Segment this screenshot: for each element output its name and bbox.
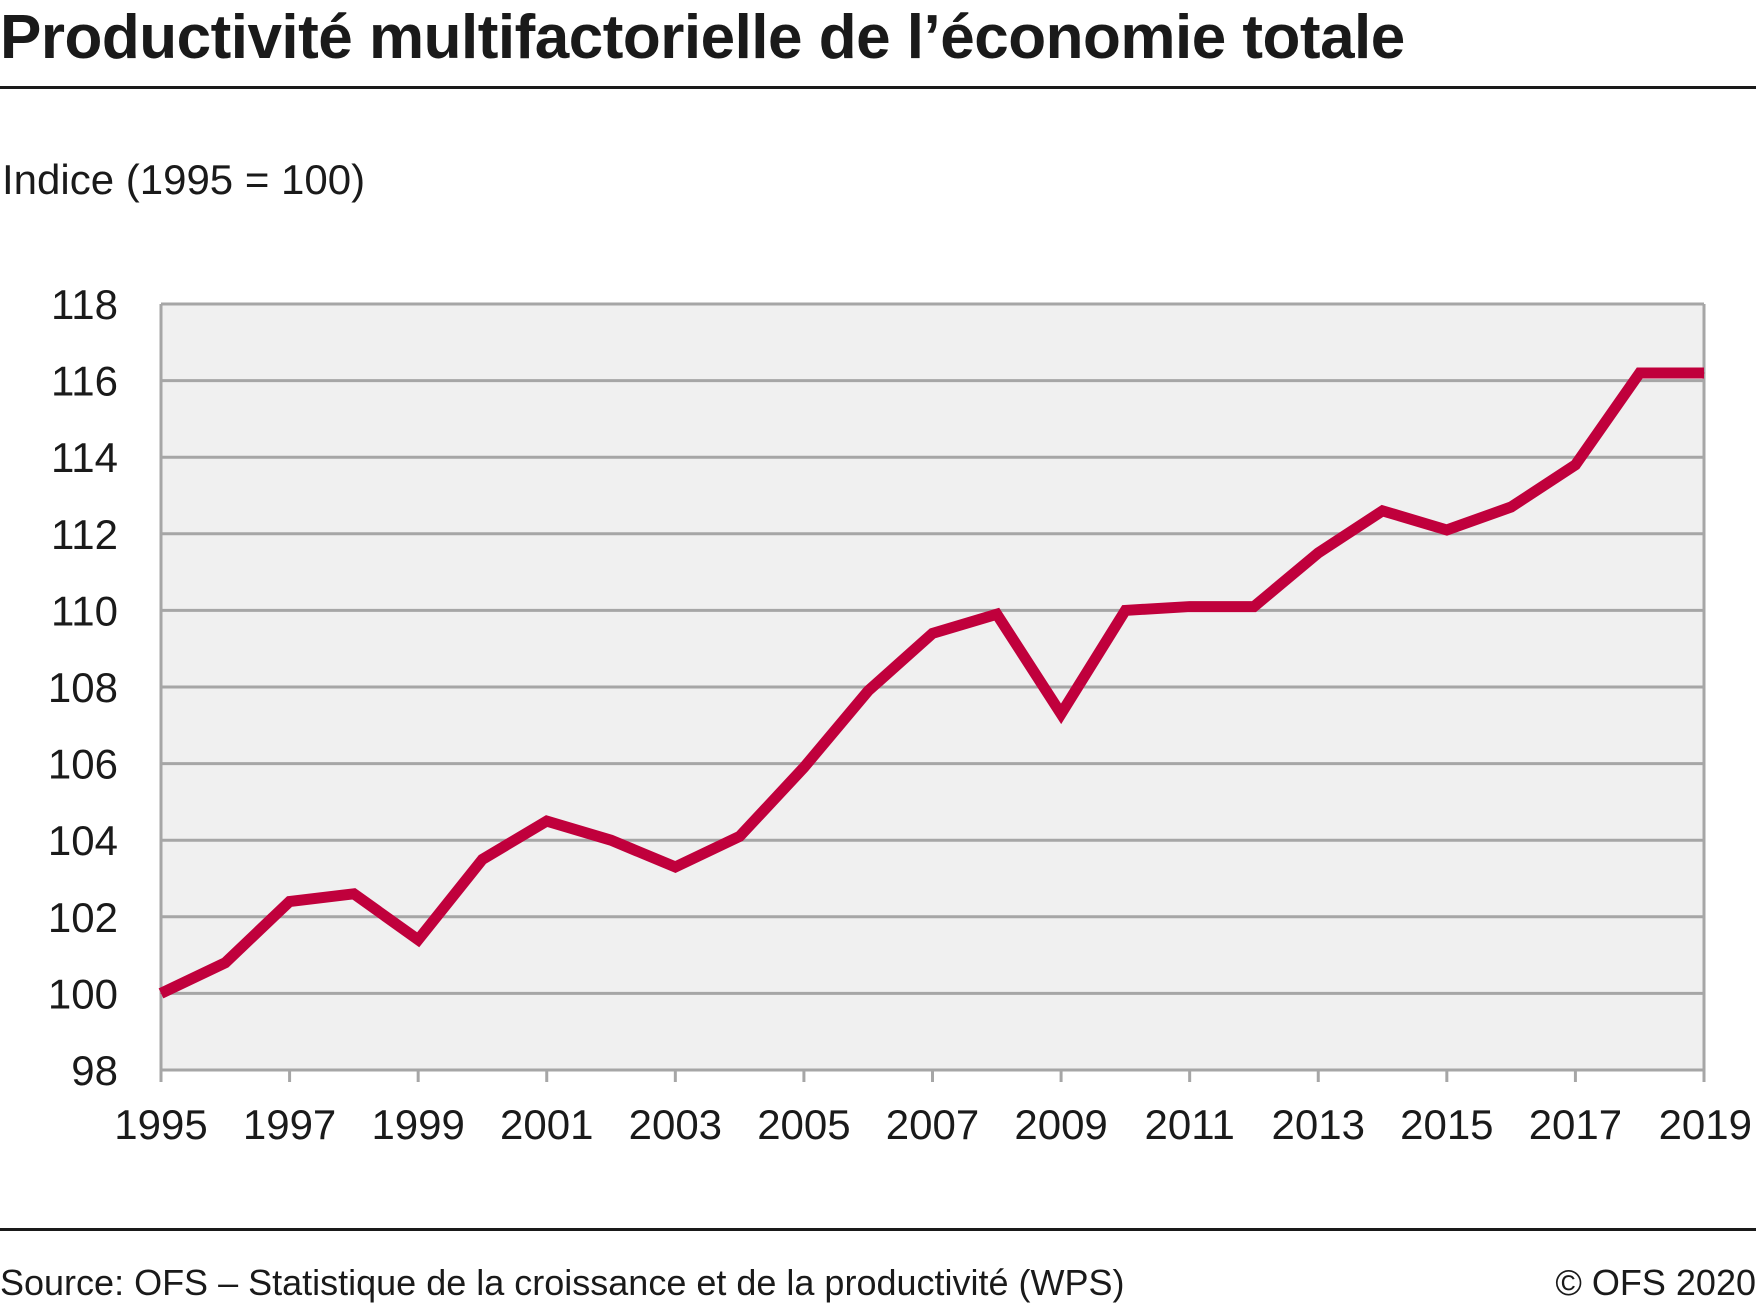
y-tick-label: 112 bbox=[51, 511, 118, 558]
y-tick-label: 104 bbox=[48, 817, 118, 864]
data-point-2014 bbox=[1382, 510, 1384, 512]
y-tick-label: 118 bbox=[51, 281, 118, 328]
x-tick-label: 2017 bbox=[1529, 1101, 1622, 1148]
x-tick-label: 1995 bbox=[114, 1101, 207, 1148]
data-point-1995 bbox=[160, 992, 162, 994]
y-axis-unit-label: Indice (1995 = 100) bbox=[2, 156, 366, 203]
data-point-1996 bbox=[224, 962, 226, 964]
y-axis-tick-labels: 98 100 102 104 106 108 110 112 114 116 118 bbox=[48, 281, 118, 1094]
data-point-2019 bbox=[1703, 372, 1705, 374]
x-tick-label: 2019 bbox=[1659, 1101, 1752, 1148]
x-tick-label: 2009 bbox=[1014, 1101, 1107, 1148]
data-point-1998 bbox=[353, 893, 355, 895]
data-point-2003 bbox=[674, 866, 676, 868]
x-tick-label: 1997 bbox=[243, 1101, 336, 1148]
data-point-2011 bbox=[1189, 606, 1191, 608]
y-tick-label: 114 bbox=[51, 434, 118, 481]
x-tick-label: 1999 bbox=[371, 1101, 464, 1148]
chart-title: Productivité multifactorielle de l’écono… bbox=[0, 3, 1405, 72]
footer-divider bbox=[0, 1228, 1756, 1231]
x-tick-label: 2003 bbox=[629, 1101, 722, 1148]
data-point-2005 bbox=[803, 766, 805, 768]
data-point-2000 bbox=[481, 858, 483, 860]
x-tick-label: 2013 bbox=[1272, 1101, 1365, 1148]
x-axis-tick-labels: 1995 1997 1999 2001 2003 2005 2007 2009 2011 2013… bbox=[114, 1101, 1752, 1148]
data-point-2010 bbox=[1124, 609, 1126, 611]
data-point-2015 bbox=[1446, 529, 1448, 531]
copyright-note: © OFS 2020 bbox=[1555, 1262, 1756, 1303]
x-tick-label: 2011 bbox=[1145, 1101, 1235, 1148]
y-tick-label: 110 bbox=[51, 587, 118, 634]
data-point-2017 bbox=[1574, 464, 1576, 466]
data-point-2012 bbox=[1253, 606, 1255, 608]
y-tick-label: 108 bbox=[48, 664, 118, 711]
y-tick-label: 100 bbox=[48, 970, 118, 1017]
data-point-1997 bbox=[289, 900, 291, 902]
data-point-2001 bbox=[546, 820, 548, 822]
data-point-2008 bbox=[996, 613, 998, 615]
y-tick-label: 98 bbox=[71, 1047, 118, 1094]
data-point-2018 bbox=[1639, 372, 1641, 374]
y-tick-label: 106 bbox=[48, 741, 118, 788]
y-tick-label: 116 bbox=[51, 358, 118, 405]
x-axis-ticks bbox=[159, 1070, 1706, 1082]
x-tick-label: 2001 bbox=[500, 1101, 593, 1148]
data-series bbox=[158, 367, 1705, 999]
x-tick-label: 2015 bbox=[1400, 1101, 1493, 1148]
data-point-2002 bbox=[610, 839, 612, 841]
y-tick-label: 102 bbox=[48, 894, 118, 941]
data-point-2007 bbox=[932, 632, 933, 634]
data-point-2006 bbox=[867, 690, 869, 692]
title-divider bbox=[0, 86, 1756, 89]
data-point-2016 bbox=[1510, 506, 1512, 508]
x-tick-label: 2007 bbox=[886, 1101, 979, 1148]
data-point-2009 bbox=[1060, 713, 1062, 715]
source-note: Source: OFS – Statistique de la croissan… bbox=[0, 1262, 1125, 1303]
data-point-2013 bbox=[1317, 552, 1319, 554]
data-point-1999 bbox=[417, 939, 419, 941]
data-point-2004 bbox=[739, 835, 741, 837]
x-tick-label: 2005 bbox=[757, 1101, 850, 1148]
